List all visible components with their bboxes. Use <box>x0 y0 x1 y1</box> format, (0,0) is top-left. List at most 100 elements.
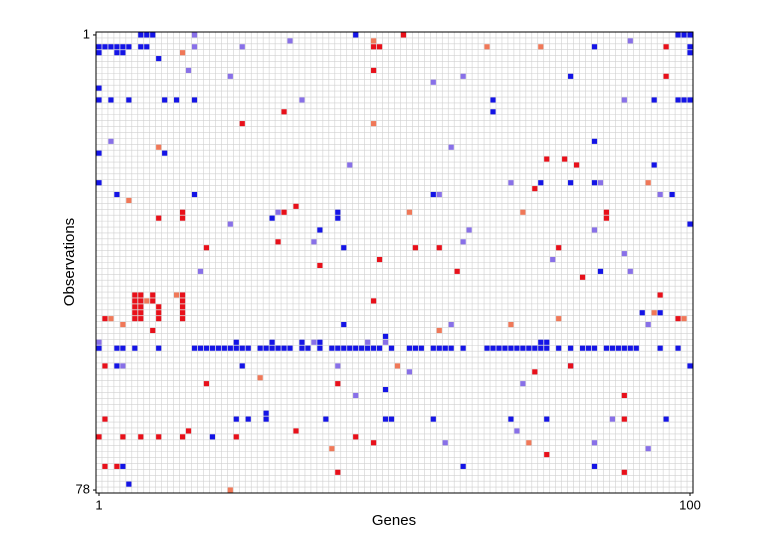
cell <box>347 345 353 351</box>
cell <box>138 44 144 50</box>
cell <box>353 32 359 38</box>
cell <box>579 345 586 351</box>
cell <box>591 463 598 469</box>
cell <box>108 138 114 144</box>
cell <box>538 180 544 186</box>
cell <box>144 298 150 304</box>
cell <box>347 162 353 168</box>
cell <box>233 416 239 422</box>
cell <box>96 434 102 440</box>
cell <box>633 345 639 351</box>
cell <box>353 434 359 440</box>
cell <box>203 345 210 351</box>
cell <box>388 345 395 351</box>
cell <box>526 345 532 351</box>
cell <box>335 469 341 475</box>
cell <box>185 67 192 73</box>
cell <box>562 156 568 162</box>
cell <box>102 416 108 422</box>
cell <box>197 345 204 351</box>
cell <box>156 144 162 150</box>
cell <box>179 50 186 56</box>
cell <box>114 345 120 351</box>
cell <box>627 38 633 44</box>
cell <box>227 73 233 79</box>
cell <box>156 304 162 310</box>
cell <box>227 345 233 351</box>
cell <box>317 262 323 269</box>
cell <box>484 44 490 50</box>
cell <box>502 345 508 351</box>
cell <box>323 416 329 422</box>
cell <box>191 32 198 38</box>
cell <box>221 345 227 351</box>
cell <box>544 452 550 458</box>
cell <box>281 345 287 351</box>
cell <box>335 381 341 387</box>
cell <box>454 268 460 274</box>
cell <box>597 180 604 186</box>
cell <box>120 44 126 50</box>
cell <box>412 245 418 251</box>
cell <box>651 97 657 103</box>
cell <box>263 345 269 351</box>
cell <box>144 44 150 50</box>
cell <box>591 180 598 186</box>
cell <box>179 292 186 298</box>
cell <box>675 345 681 351</box>
cell <box>466 227 472 233</box>
cell <box>544 156 550 162</box>
cell <box>96 50 102 56</box>
cell <box>412 345 418 351</box>
cell <box>120 434 126 440</box>
cell <box>311 239 317 245</box>
cell <box>371 44 377 50</box>
cell <box>550 256 556 263</box>
cell <box>126 44 132 50</box>
cell <box>568 345 574 351</box>
cell <box>138 310 144 316</box>
y-tick-label: 78 <box>76 481 90 496</box>
x-tick-label: 1 <box>95 497 102 512</box>
cell <box>96 339 102 345</box>
cell <box>120 50 126 56</box>
cell <box>651 310 657 316</box>
cell <box>287 38 293 44</box>
cell <box>353 345 359 351</box>
cell <box>538 345 544 351</box>
cell <box>430 79 436 85</box>
cell <box>681 32 687 38</box>
cell <box>430 345 436 351</box>
cell <box>215 345 221 351</box>
cell <box>132 345 138 351</box>
cell <box>621 416 627 422</box>
cell <box>275 239 281 245</box>
cell <box>663 73 669 79</box>
cells <box>96 32 693 493</box>
cell <box>335 345 341 351</box>
cell <box>448 345 454 351</box>
cell <box>174 292 180 298</box>
cell <box>156 345 162 351</box>
grid <box>96 32 693 493</box>
cell <box>568 363 574 369</box>
cell <box>335 215 341 221</box>
cell <box>603 209 610 215</box>
cell <box>96 150 102 156</box>
cell <box>544 416 550 422</box>
cell <box>263 410 269 416</box>
cell <box>281 209 287 215</box>
cell <box>400 32 407 38</box>
x-axis-label: Genes <box>372 512 416 529</box>
cell <box>382 387 389 393</box>
cell <box>150 327 156 334</box>
cell <box>293 428 299 434</box>
cell <box>132 310 138 316</box>
cell <box>675 97 681 103</box>
cell <box>663 416 669 422</box>
cell <box>239 44 245 50</box>
cell <box>179 209 186 215</box>
cell <box>382 339 389 345</box>
cell <box>102 463 108 469</box>
cell <box>179 215 186 221</box>
